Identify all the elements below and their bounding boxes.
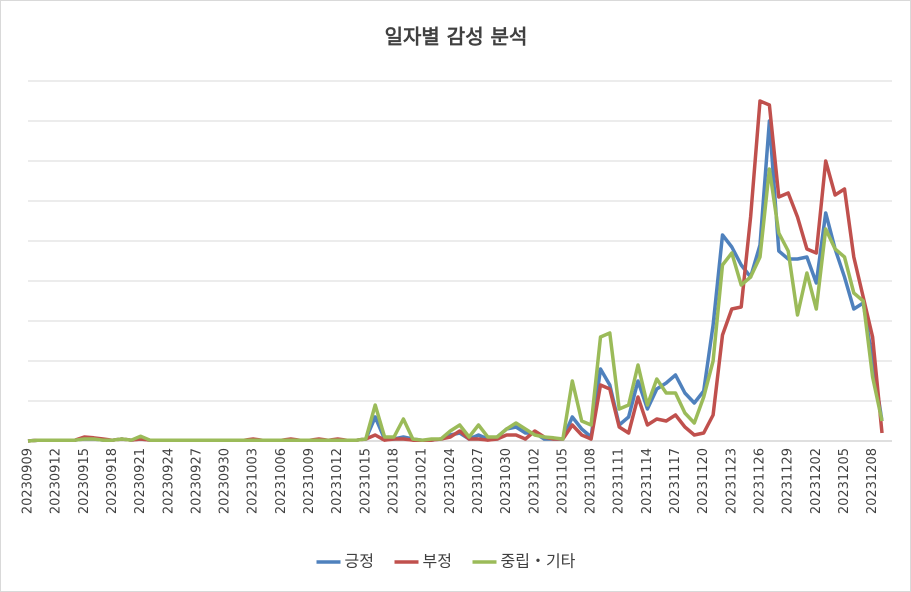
x-tick-label: 20231123: [724, 448, 739, 514]
x-tick-label: 20231108: [584, 448, 599, 514]
x-tick-label: 20231105: [555, 448, 570, 514]
x-tick-label: 20230912: [49, 448, 64, 514]
x-tick-label: 20231129: [781, 448, 796, 514]
x-tick-label: 20231102: [527, 448, 542, 514]
legend-label: 부정: [423, 552, 452, 571]
x-tick-label: 20231027: [471, 448, 486, 514]
x-tick-label: 20231009: [302, 448, 317, 514]
x-tick-label: 20231012: [330, 448, 345, 514]
chart-title: 일자별 감성 분석: [385, 25, 528, 49]
x-tick-label: 20230915: [77, 448, 92, 514]
legend-label: 중립・기타: [501, 552, 576, 571]
line-series: [27, 167, 884, 443]
legend-label: 긍정: [345, 552, 374, 571]
x-tick-label: 20231006: [274, 448, 289, 514]
x-tick-label: 20231205: [837, 448, 852, 514]
x-tick-label: 20231126: [753, 448, 768, 514]
x-tick-label: 20231003: [246, 448, 261, 514]
x-tick-label: 20231114: [640, 448, 655, 514]
x-tick-label: 20230930: [218, 448, 233, 514]
x-tick-label: 20230909: [21, 448, 36, 514]
x-tick-label: 20231120: [696, 448, 711, 514]
x-tick-label: 20230927: [189, 448, 204, 514]
x-tick-label: 20231111: [612, 448, 627, 514]
x-tick-label: 20231018: [387, 448, 402, 514]
x-tick-label: 20230921: [133, 448, 148, 514]
x-tick-label: 20231208: [865, 448, 880, 514]
x-tick-label: 20231024: [443, 448, 458, 514]
x-tick-label: 20231202: [809, 448, 824, 514]
x-tick-label: 20231021: [415, 448, 430, 514]
x-tick-label: 20230924: [161, 448, 176, 514]
x-tick-label: 20231117: [668, 448, 683, 514]
x-tick-label: 20230918: [105, 448, 120, 514]
x-tick-label: 20231015: [358, 448, 373, 514]
x-tick-label: 20231030: [499, 448, 514, 514]
